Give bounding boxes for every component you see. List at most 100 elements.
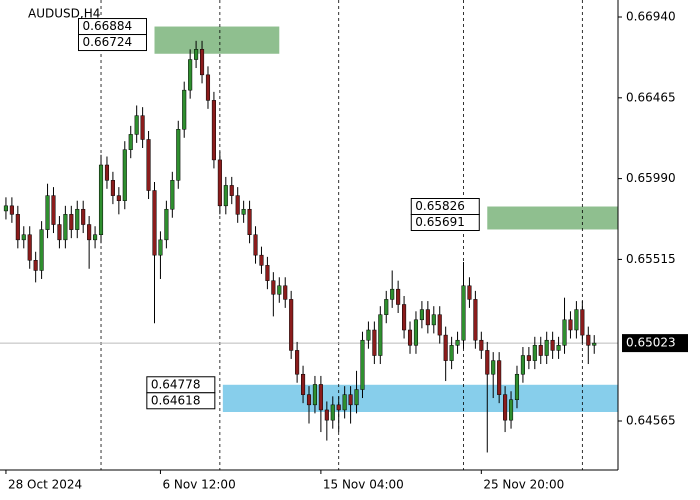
candle-body xyxy=(15,214,20,241)
candle-body xyxy=(205,74,211,101)
candle-body xyxy=(271,280,276,295)
candle-body xyxy=(574,309,579,331)
x-tick-label: 28 Oct 2024 xyxy=(8,478,82,492)
candle-body xyxy=(253,234,258,256)
candle-body xyxy=(146,139,151,191)
candle-body xyxy=(402,304,407,331)
candle-body xyxy=(580,309,585,336)
candle-body xyxy=(479,339,484,351)
price-label: 0.64618 xyxy=(151,393,201,407)
candle-body xyxy=(3,205,8,212)
candle-body xyxy=(277,285,282,295)
price-label: 0.64778 xyxy=(151,377,201,391)
price-label-box xyxy=(78,34,147,52)
candle-body xyxy=(158,239,163,256)
candle-body xyxy=(372,329,377,356)
candle-body xyxy=(182,89,187,130)
y-tick-label: 0.66940 xyxy=(626,10,676,24)
candle-body xyxy=(330,404,335,421)
candle-body xyxy=(211,100,216,161)
candle-body xyxy=(45,195,50,230)
candle-body xyxy=(247,208,252,235)
y-tick-label: 0.65515 xyxy=(626,252,676,266)
price-label-box xyxy=(146,392,216,410)
candle-body xyxy=(461,285,466,341)
candle-body xyxy=(176,129,181,181)
candle-body xyxy=(21,234,26,241)
candle-body xyxy=(27,234,32,261)
candle-body xyxy=(419,309,424,321)
candle-body xyxy=(503,394,508,421)
candle-body xyxy=(568,319,573,331)
candle-body xyxy=(324,409,329,421)
candle-body xyxy=(81,208,86,225)
candle-body xyxy=(223,185,228,207)
candle-body xyxy=(9,205,14,215)
zone xyxy=(222,384,618,412)
candle-body xyxy=(259,254,264,266)
candle-body xyxy=(217,159,222,207)
candle-body xyxy=(390,288,395,300)
candle-body xyxy=(544,339,549,356)
candle-body xyxy=(235,195,240,215)
candle-body xyxy=(170,180,175,210)
price-label-box xyxy=(410,214,480,232)
candle-body xyxy=(194,49,199,60)
candle-body xyxy=(283,285,288,300)
candle-body xyxy=(306,394,312,406)
candle-body xyxy=(336,404,341,411)
candle-body xyxy=(57,224,62,241)
candle-body xyxy=(51,195,56,225)
candle-body xyxy=(289,299,294,351)
candle-body xyxy=(140,115,145,140)
candle-body xyxy=(265,265,270,281)
candle-body xyxy=(491,360,496,375)
candle-body xyxy=(312,384,317,406)
candle-body xyxy=(301,373,306,395)
candle-body xyxy=(520,355,525,375)
candle-body xyxy=(229,185,234,196)
candle-body xyxy=(75,208,80,230)
chart-title: AUDUSD,H4 xyxy=(28,7,100,21)
candle-body xyxy=(443,334,448,361)
candle-body xyxy=(110,180,115,196)
candle-body xyxy=(134,115,139,135)
candle-body xyxy=(116,195,121,201)
candle-body xyxy=(122,149,127,201)
candle-body xyxy=(467,285,472,300)
x-tick-label: 6 Nov 12:00 xyxy=(162,478,235,492)
price-label: 0.65691 xyxy=(415,215,465,229)
price-label: 0.66724 xyxy=(83,35,133,49)
candle-body xyxy=(396,288,401,305)
candle-body xyxy=(384,299,389,315)
candle-body xyxy=(562,319,567,346)
candle-body xyxy=(39,229,44,271)
x-tick-label: 15 Nov 04:00 xyxy=(323,478,404,492)
candle-body xyxy=(87,224,92,241)
candle-body xyxy=(199,49,205,76)
candle-body xyxy=(485,350,490,375)
candle-body xyxy=(514,373,520,400)
candle-body xyxy=(366,329,371,341)
candle-body xyxy=(425,309,430,326)
candle-body xyxy=(348,394,353,406)
candle-body xyxy=(455,339,460,346)
candle-body xyxy=(449,345,454,361)
candle-body xyxy=(93,234,98,241)
candle-body xyxy=(98,164,104,235)
candle-body xyxy=(152,190,157,256)
candle-body xyxy=(342,394,347,411)
y-tick-label: 0.65990 xyxy=(626,171,676,185)
candle-body xyxy=(318,384,323,411)
candle-body xyxy=(586,334,591,346)
candle-body xyxy=(33,260,38,271)
candle-body xyxy=(508,399,514,421)
y-tick-label: 0.64565 xyxy=(626,414,676,428)
candle-body xyxy=(473,299,478,341)
candle-body xyxy=(431,314,436,326)
current-price-box xyxy=(622,334,688,353)
candle-body xyxy=(295,350,300,375)
zone xyxy=(487,206,618,230)
